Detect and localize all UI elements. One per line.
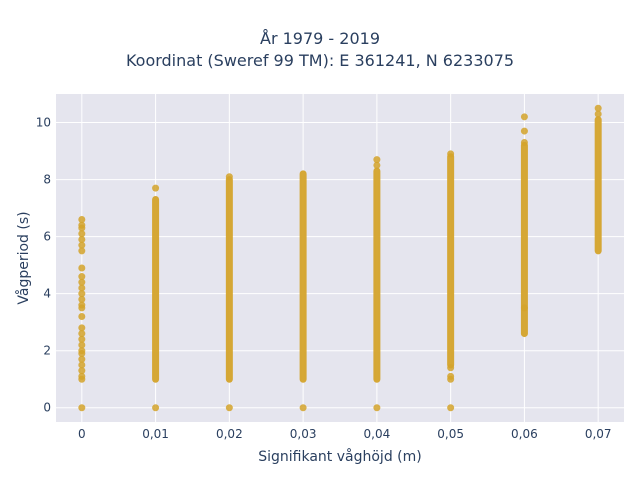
data-point <box>373 404 381 412</box>
data-point <box>78 241 86 249</box>
data-point <box>78 264 86 272</box>
dense-point-band <box>520 141 528 338</box>
data-point <box>152 184 160 192</box>
data-point <box>520 138 528 146</box>
chart-title-line-1: År 1979 - 2019 <box>260 29 380 48</box>
data-point <box>78 404 86 412</box>
data-point <box>299 404 307 412</box>
data-point <box>225 404 233 412</box>
tick-labels: 0 0,01 0,02 0,03 0,04 0,05 0,06 0,07 0 2 4 6 8 10 <box>36 116 612 441</box>
data-point <box>594 104 602 112</box>
y-tick-label: 8 <box>43 173 51 187</box>
data-point <box>78 221 86 229</box>
data-point <box>78 312 86 320</box>
data-point <box>78 367 86 375</box>
y-tick-label: 2 <box>43 344 51 358</box>
data-point <box>78 372 86 380</box>
dense-point-band <box>152 196 160 383</box>
y-tick-label: 6 <box>43 230 51 244</box>
x-tick-label: 0,05 <box>437 427 464 441</box>
data-point <box>78 341 86 349</box>
x-tick-label: 0,01 <box>142 427 169 441</box>
x-tick-label: 0,06 <box>511 427 538 441</box>
data-point <box>594 110 602 118</box>
data-point <box>78 347 86 355</box>
data-point <box>447 372 455 380</box>
data-point <box>373 161 381 169</box>
data-point <box>78 324 86 332</box>
chart-title-line-2: Koordinat (Sweref 99 TM): E 361241, N 62… <box>125 51 515 70</box>
data-point <box>78 290 86 298</box>
y-axis-label: Vågperiod (s) <box>15 211 32 304</box>
data-point <box>78 284 86 292</box>
data-point <box>78 361 86 369</box>
x-tick-label: 0,02 <box>216 427 243 441</box>
data-point <box>78 355 86 363</box>
data-point <box>78 273 86 281</box>
dense-point-band <box>594 116 602 255</box>
data-point <box>373 156 381 164</box>
data-point <box>78 330 86 338</box>
data-point <box>78 301 86 309</box>
dense-point-band <box>299 170 307 383</box>
data-point <box>152 404 160 412</box>
dense-point-band <box>447 153 455 369</box>
dense-point-band <box>225 176 233 383</box>
data-point <box>447 364 455 372</box>
data-point <box>520 304 528 312</box>
data-point <box>78 278 86 286</box>
x-tick-label: 0,03 <box>290 427 317 441</box>
data-point <box>78 295 86 303</box>
data-point <box>520 113 528 121</box>
dense-point-band <box>373 167 381 383</box>
y-tick-label: 10 <box>36 116 51 130</box>
data-point <box>447 150 455 158</box>
x-tick-label: 0,07 <box>585 427 612 441</box>
y-tick-label: 0 <box>43 401 51 415</box>
data-point <box>78 235 86 243</box>
data-point <box>78 215 86 223</box>
y-tick-label: 4 <box>43 287 51 301</box>
data-point <box>225 173 233 181</box>
data-points <box>78 104 602 412</box>
x-axis-label: Signifikant våghöjd (m) <box>258 448 421 465</box>
data-point <box>447 404 455 412</box>
plot-area <box>56 94 624 422</box>
data-point <box>78 247 86 255</box>
x-tick-label: 0 <box>78 427 86 441</box>
data-point <box>520 127 528 135</box>
data-point <box>78 230 86 238</box>
x-tick-label: 0,04 <box>364 427 391 441</box>
data-point <box>78 335 86 343</box>
